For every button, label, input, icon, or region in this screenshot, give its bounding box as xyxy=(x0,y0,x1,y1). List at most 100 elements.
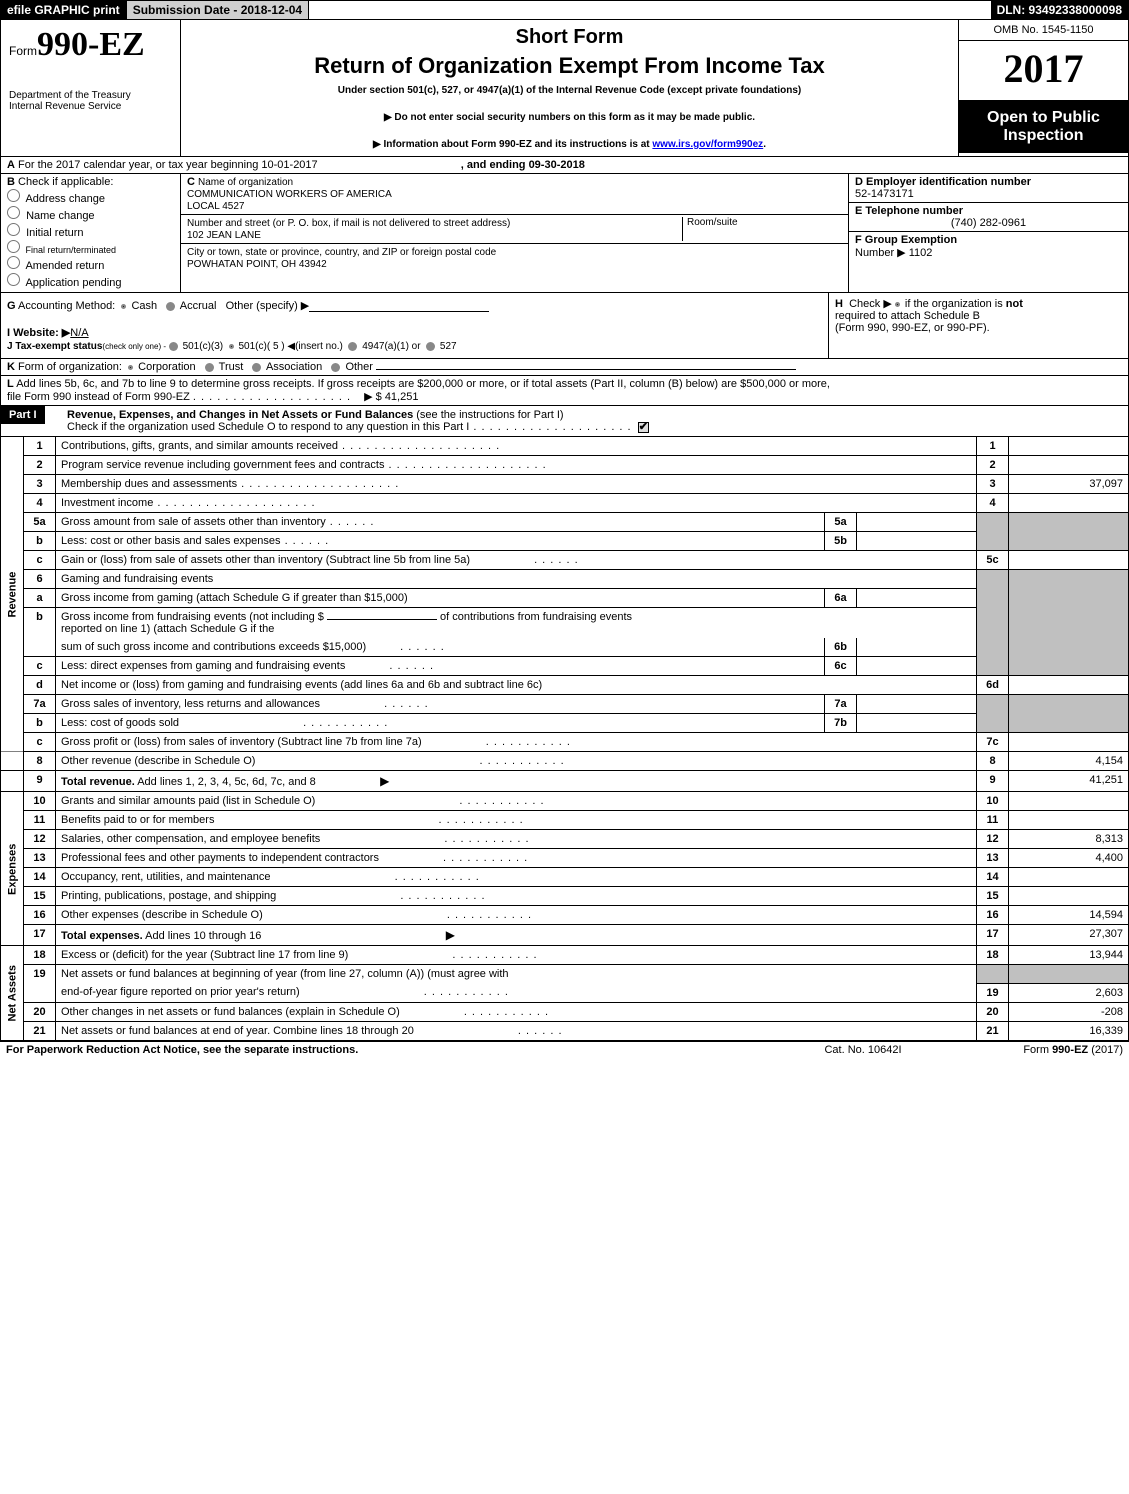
l6a-iamt xyxy=(856,589,976,607)
dots-icon xyxy=(384,459,546,471)
l21-desc: Net assets or fund balances at end of ye… xyxy=(56,1021,977,1040)
l8-rnum: 8 xyxy=(977,752,1009,771)
opt-amended-return[interactable]: Amended return xyxy=(7,256,174,272)
4947-radio[interactable] xyxy=(348,342,357,351)
cash-radio[interactable] xyxy=(121,304,126,309)
l5c-rnum: 5c xyxy=(977,551,1009,570)
form990ez-link[interactable]: www.irs.gov/form990ez xyxy=(652,139,763,150)
l9-num: 9 xyxy=(24,771,56,792)
l6d-amt xyxy=(1009,676,1129,695)
accrual-radio[interactable] xyxy=(166,302,175,311)
assoc-radio[interactable] xyxy=(252,363,261,372)
l6b-iamt xyxy=(856,638,976,656)
501c3-radio[interactable] xyxy=(169,342,178,351)
l4-desc-text: Investment income xyxy=(61,497,153,509)
dots-arrow-icon xyxy=(441,930,456,942)
l1-rnum: 1 xyxy=(977,437,1009,456)
l4-desc: Investment income xyxy=(56,494,977,513)
schedule-o-checkbox[interactable] xyxy=(638,422,649,433)
irs-label: Internal Revenue Service xyxy=(9,101,172,112)
k-text: Form of organization: xyxy=(18,361,122,373)
part-i-title: Revenue, Expenses, and Changes in Net As… xyxy=(67,409,416,421)
l11-desc: Benefits paid to or for members xyxy=(56,811,977,830)
netassets-side-label: Net Assets xyxy=(1,946,24,1041)
l6-shade-amt xyxy=(1009,570,1129,676)
l1-amt xyxy=(1009,437,1129,456)
row-l5c: c Gain or (loss) from sale of assets oth… xyxy=(1,551,1129,570)
h-text1: Check ▶ xyxy=(849,298,892,310)
l1-desc: Contributions, gifts, grants, and simila… xyxy=(56,437,977,456)
row-l6b2: sum of such gross income and contributio… xyxy=(1,638,1129,657)
l16-rnum: 16 xyxy=(977,906,1009,925)
opt-name-change[interactable]: Name change xyxy=(7,206,174,222)
l7b-cell: Less: cost of goods sold 7b xyxy=(56,714,977,733)
part-i-check-line: Check if the organization used Schedule … xyxy=(67,421,469,433)
527-radio[interactable] xyxy=(426,342,435,351)
row-l6b: b Gross income from fundraising events (… xyxy=(1,608,1129,639)
l6b-desc3: reported on line 1) (attach Schedule G i… xyxy=(61,623,274,635)
dln-label: DLN: 93492338000098 xyxy=(991,1,1128,19)
row-l1: Revenue 1 Contributions, gifts, grants, … xyxy=(1,437,1129,456)
l8-desc: Other revenue (describe in Schedule O) xyxy=(56,752,977,771)
l6c-iamt xyxy=(856,657,976,675)
l5a-desc: Gross amount from sale of assets other t… xyxy=(61,516,326,528)
dots-icon xyxy=(514,1025,563,1037)
l4-num: 4 xyxy=(24,494,56,513)
l15-rnum: 15 xyxy=(977,887,1009,906)
row-l10: Expenses 10 Grants and similar amounts p… xyxy=(1,792,1129,811)
l3-rnum: 3 xyxy=(977,475,1009,494)
h-text2: if the organization is xyxy=(905,298,1006,310)
l21-rnum: 21 xyxy=(977,1021,1009,1040)
l15-desc-text: Printing, publications, postage, and shi… xyxy=(61,890,276,902)
line-l: L Add lines 5b, 6c, and 7b to line 9 to … xyxy=(0,376,1129,406)
label-h: H xyxy=(835,298,843,310)
h-check[interactable] xyxy=(895,302,900,307)
arrow2-post: . xyxy=(763,139,766,150)
l14-num: 14 xyxy=(24,868,56,887)
opt6-label: Application pending xyxy=(25,277,121,289)
l16-num: 16 xyxy=(24,906,56,925)
h-text3: required to attach Schedule B xyxy=(835,310,980,322)
l6d-desc: Net income or (loss) from gaming and fun… xyxy=(56,676,977,695)
opt-final-return[interactable]: Final return/terminated xyxy=(7,240,174,255)
accrual-label: Accrual xyxy=(180,300,217,312)
row-l7b: b Less: cost of goods sold 7b xyxy=(1,714,1129,733)
corp-radio[interactable] xyxy=(128,365,133,370)
l9-desc-text: Total revenue. xyxy=(61,776,135,788)
l20-rnum: 20 xyxy=(977,1002,1009,1021)
trust-radio[interactable] xyxy=(205,363,214,372)
section-a-ending: , and ending 09-30-2018 xyxy=(461,159,585,171)
under-section: Under section 501(c), 527, or 4947(a)(1)… xyxy=(189,85,950,96)
header-right: OMB No. 1545-1150 2017 Open to Public In… xyxy=(958,20,1128,156)
l14-desc-text: Occupancy, rent, utilities, and maintena… xyxy=(61,871,271,883)
dots-icon xyxy=(443,909,532,921)
assoc-label: Association xyxy=(266,361,322,373)
opt-address-change[interactable]: Address change xyxy=(7,189,174,205)
opt4-label: Final return/terminated xyxy=(26,245,117,255)
row-l5b: b Less: cost or other basis and sales ex… xyxy=(1,532,1129,551)
open-public: Open to Public Inspection xyxy=(959,101,1128,153)
header-row: Form990-EZ Department of the Treasury In… xyxy=(0,20,1129,157)
opt-initial-return[interactable]: Initial return xyxy=(7,223,174,239)
part-i-label-wrap: Part I xyxy=(1,406,61,424)
l15-amt xyxy=(1009,887,1129,906)
form-prefix: Form xyxy=(9,44,37,58)
other-k-fill[interactable] xyxy=(376,369,796,370)
row-l15: 15 Printing, publications, postage, and … xyxy=(1,887,1129,906)
501c-radio[interactable] xyxy=(229,344,234,349)
l17-desc: Total expenses. Add lines 10 through 16 xyxy=(56,925,977,946)
opt-application-pending[interactable]: Application pending xyxy=(7,273,174,289)
group-exemption-row: F Group Exemption Number ▶ 1102 xyxy=(849,232,1128,261)
form-num-text: 990-EZ xyxy=(37,26,145,63)
omb-number: OMB No. 1545-1150 xyxy=(959,20,1128,41)
l18-rnum: 18 xyxy=(977,946,1009,965)
l6b-desc4: sum of such gross income and contributio… xyxy=(61,641,366,653)
other-fill[interactable] xyxy=(309,311,489,312)
l18-num: 18 xyxy=(24,946,56,965)
l2-num: 2 xyxy=(24,456,56,475)
row-l20: 20 Other changes in net assets or fund b… xyxy=(1,1002,1129,1021)
l6b-fill[interactable] xyxy=(327,619,437,620)
l5c-amt xyxy=(1009,551,1129,570)
other-radio[interactable] xyxy=(331,363,340,372)
dots-icon xyxy=(299,717,388,729)
